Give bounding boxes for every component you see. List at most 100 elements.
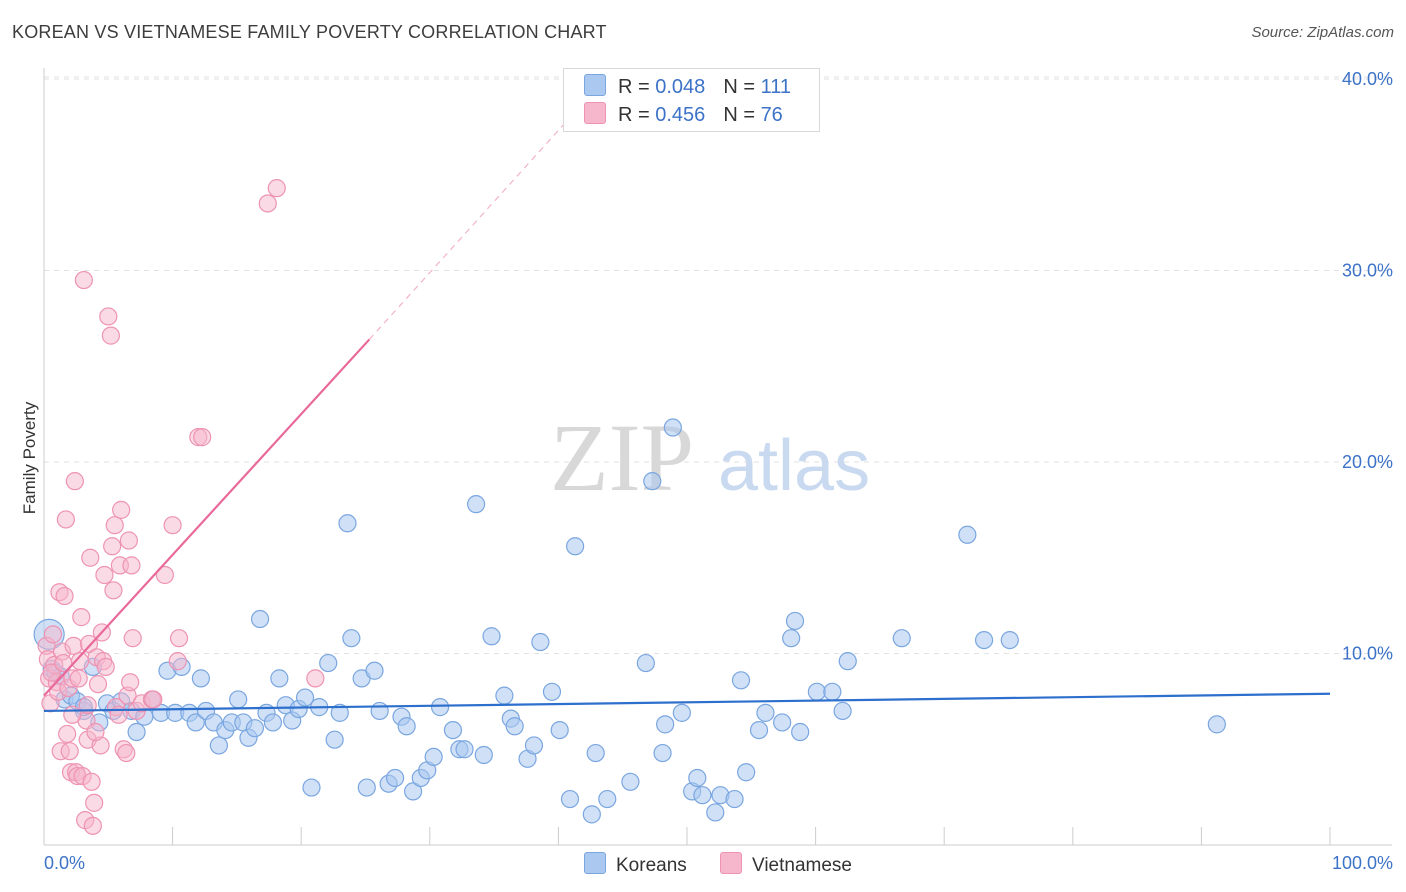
vietnamese-point <box>99 307 118 326</box>
vietnamese-point <box>79 634 99 654</box>
korean-point <box>424 747 443 767</box>
korean-point <box>505 717 524 736</box>
korean-point <box>693 786 712 805</box>
vietnamese-point <box>105 516 124 535</box>
korean-point <box>524 736 544 755</box>
vietnamese-point <box>144 690 163 709</box>
korean-point <box>270 669 289 688</box>
chart-title: KOREAN VS VIETNAMESE FAMILY POVERTY CORR… <box>12 22 607 42</box>
korean-point <box>263 713 283 732</box>
korean-point <box>688 768 707 788</box>
vietnamese-point <box>88 675 108 694</box>
vietnamese-point <box>96 657 115 677</box>
legend-row-vietnamese: R = 0.456 N = 76 <box>584 102 783 126</box>
korean-trend-line <box>43 692 1331 713</box>
korean-point <box>706 803 725 822</box>
korean-point <box>807 682 826 701</box>
vietnamese-point <box>43 625 63 644</box>
korean-point <box>621 772 640 791</box>
korean-point <box>892 629 911 648</box>
legend-r-value: 0.048 <box>655 76 706 98</box>
korean-point <box>357 778 376 797</box>
korean-point <box>397 717 416 736</box>
korean-point <box>582 805 601 824</box>
vietnamese-point <box>54 653 73 673</box>
korean-point <box>785 611 805 631</box>
korean-point <box>302 778 321 797</box>
vietnamese-point <box>306 669 325 688</box>
vietnamese-point <box>112 500 131 519</box>
korean-point <box>531 632 550 652</box>
korean-point <box>756 703 775 722</box>
vietnamese-point <box>86 722 105 742</box>
vietnamese-point <box>121 673 140 692</box>
korean-point <box>749 720 769 740</box>
korean-point <box>295 688 315 707</box>
vietnamese-point <box>267 179 286 198</box>
korean-point <box>482 627 501 646</box>
vietnamese-point <box>104 581 123 600</box>
vietnamese-trend-extension <box>368 101 585 340</box>
axes <box>43 68 1392 846</box>
korean-point <box>737 763 756 782</box>
vietnamese-point <box>55 586 74 606</box>
korean-point <box>823 682 842 701</box>
vietnamese-points <box>37 179 325 835</box>
legend-r-label: R = <box>618 104 656 126</box>
bottom-legend-koreans: Koreans <box>584 852 687 877</box>
source-label: Source: ZipAtlas.com <box>1251 24 1394 41</box>
korean-swatch <box>584 74 606 96</box>
y-tick-label: 10.0% <box>1342 644 1393 664</box>
vietnamese-point <box>64 636 83 655</box>
vietnamese-point <box>193 428 212 447</box>
vietnamese-point <box>168 652 187 671</box>
korean-point <box>643 472 662 491</box>
korean-point <box>791 722 810 742</box>
korean-point <box>127 722 146 742</box>
korean-point <box>403 782 423 801</box>
vietnamese-point <box>169 629 189 648</box>
vietnamese-point <box>103 537 122 556</box>
korean-point <box>833 701 852 721</box>
vietnamese-point <box>82 772 101 791</box>
korean-point <box>250 609 270 629</box>
vietnamese-point <box>69 669 88 688</box>
korean-point <box>209 736 228 755</box>
korean-point <box>1000 630 1019 650</box>
korean-point <box>385 768 405 788</box>
y-tick-label: 20.0% <box>1342 452 1393 472</box>
vietnamese-point <box>81 548 100 567</box>
vietnamese-point <box>83 816 102 835</box>
legend-r-label: R = <box>618 76 656 98</box>
korean-point <box>319 653 338 673</box>
vietnamese-point <box>117 743 136 763</box>
x-tick-label-min: 0.0% <box>44 853 85 873</box>
korean-point <box>773 713 792 732</box>
y-axis-title: Family Poverty <box>20 401 39 514</box>
y-tick-label: 40.0% <box>1342 69 1393 89</box>
vietnamese-point <box>258 194 277 213</box>
vietnamese-point <box>119 531 138 550</box>
legend-row-koreans: R = 0.048 N = 111 <box>584 74 791 98</box>
korean-point <box>974 630 994 650</box>
y-tick-label: 30.0% <box>1342 261 1393 281</box>
korean-point <box>636 653 655 673</box>
korean-point <box>330 703 349 722</box>
korean-point <box>550 720 569 740</box>
vietnamese-point <box>101 326 120 345</box>
vietnamese-point <box>60 742 79 761</box>
korean-point <box>443 720 463 740</box>
korean-point <box>1207 715 1226 734</box>
korean-point <box>495 686 514 705</box>
vietnamese-trend-line <box>43 338 371 697</box>
korean-point <box>566 537 585 556</box>
gridlines <box>44 76 1392 654</box>
legend-n-value: 111 <box>760 76 791 98</box>
korean-point <box>338 514 357 533</box>
correlation-legend: R = 0.048 N = 111 R = 0.456 N = 76 <box>563 68 820 132</box>
axis-labels: 10.0% 20.0% 30.0% 40.0% 0.0% 100.0% <box>44 69 1393 873</box>
vietnamese-point <box>72 608 91 627</box>
vietnamese-point <box>85 793 104 812</box>
korean-point <box>466 495 486 514</box>
